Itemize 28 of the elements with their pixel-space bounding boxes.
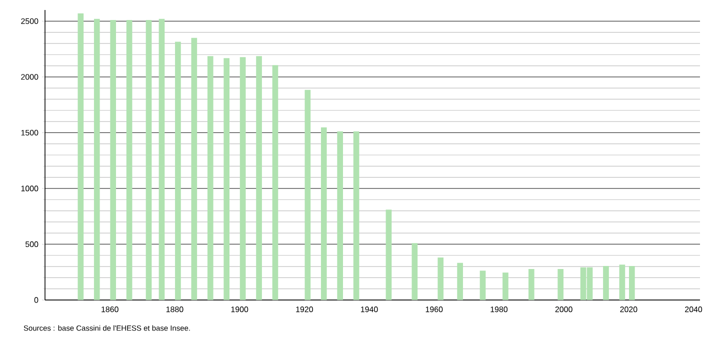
bar [146,20,152,300]
bar [175,42,181,300]
bar [619,264,626,300]
bar [94,18,100,300]
bar [110,20,116,300]
bar [502,272,508,300]
bar [272,65,278,300]
bar [224,58,230,300]
bar [240,57,246,300]
bar [412,243,418,300]
bar [191,38,198,300]
bar [603,266,609,300]
bar [386,210,392,300]
bar [337,131,343,300]
bar [438,258,444,300]
bar [256,56,262,300]
bar [558,268,564,300]
bar [126,20,132,300]
bar [320,127,327,300]
bar [78,13,84,300]
bar [480,270,486,300]
bar [304,90,311,300]
bar [207,56,214,300]
bar [353,131,360,300]
bar [158,18,165,300]
bar [528,268,534,300]
bar [628,266,635,300]
bar [457,262,463,300]
